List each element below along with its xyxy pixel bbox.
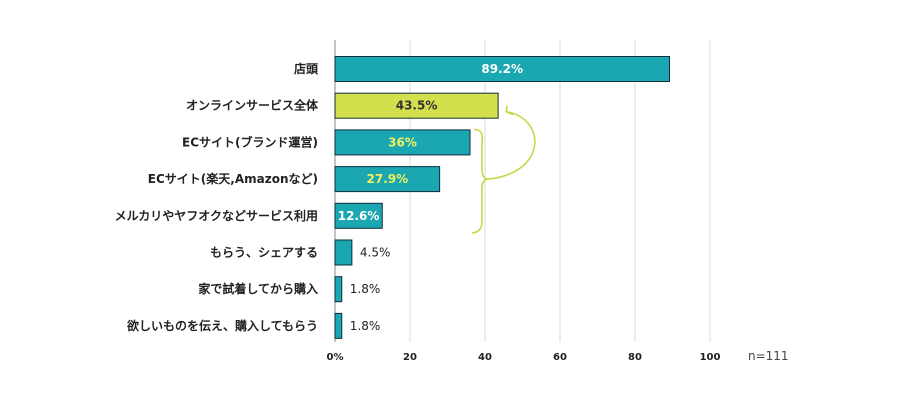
category-label: ECサイト(ブランド運営) bbox=[182, 134, 318, 149]
curved-arrow bbox=[487, 110, 536, 180]
category-label: 家で試着してから購入 bbox=[198, 281, 318, 296]
category-label: ECサイト(楽天,Amazonなど) bbox=[148, 171, 318, 186]
bars bbox=[334, 56, 670, 339]
value-label: 36% bbox=[388, 135, 417, 149]
value-label: 89.2% bbox=[481, 62, 523, 76]
x-tick-label: 20 bbox=[403, 352, 417, 363]
bar bbox=[334, 92, 499, 119]
x-tick-label: 60 bbox=[553, 352, 567, 363]
bar bbox=[334, 56, 670, 82]
bar bbox=[334, 276, 343, 303]
bar bbox=[334, 312, 343, 339]
bar bbox=[334, 239, 353, 266]
bracket-annotation bbox=[471, 105, 536, 234]
value-label: 12.6% bbox=[338, 209, 380, 223]
arrowhead-icon bbox=[505, 105, 514, 116]
value-label: 27.9% bbox=[366, 172, 408, 186]
value-label: 4.5% bbox=[360, 246, 391, 260]
x-tick-label: 0% bbox=[327, 352, 344, 363]
value-label: 1.8% bbox=[350, 282, 381, 296]
category-label: もらう、シェアする bbox=[210, 246, 318, 260]
category-label: 欲しいものを伝え、購入してもらう bbox=[126, 318, 318, 333]
category-label: メルカリやヤフオクなどサービス利用 bbox=[115, 208, 318, 223]
category-label: オンラインサービス全体 bbox=[186, 98, 319, 113]
x-tick-label: 100 bbox=[700, 352, 721, 363]
value-label: 1.8% bbox=[350, 319, 381, 333]
bracket bbox=[471, 128, 489, 234]
x-axis-ticks: 0% 20 40 60 80 100 bbox=[327, 352, 721, 363]
bar bbox=[334, 202, 383, 229]
x-tick-label: 40 bbox=[478, 352, 492, 363]
value-label: 43.5% bbox=[396, 99, 438, 113]
category-label: 店頭 bbox=[294, 61, 319, 76]
x-tick-label: 80 bbox=[628, 352, 642, 363]
bar bbox=[334, 129, 471, 156]
bar bbox=[334, 166, 441, 193]
value-labels: 89.2% 43.5% 36% 27.9% 12.6% 4.5% 1.8% 1.8% bbox=[338, 62, 523, 333]
sample-size-note: n=111 bbox=[748, 349, 789, 363]
